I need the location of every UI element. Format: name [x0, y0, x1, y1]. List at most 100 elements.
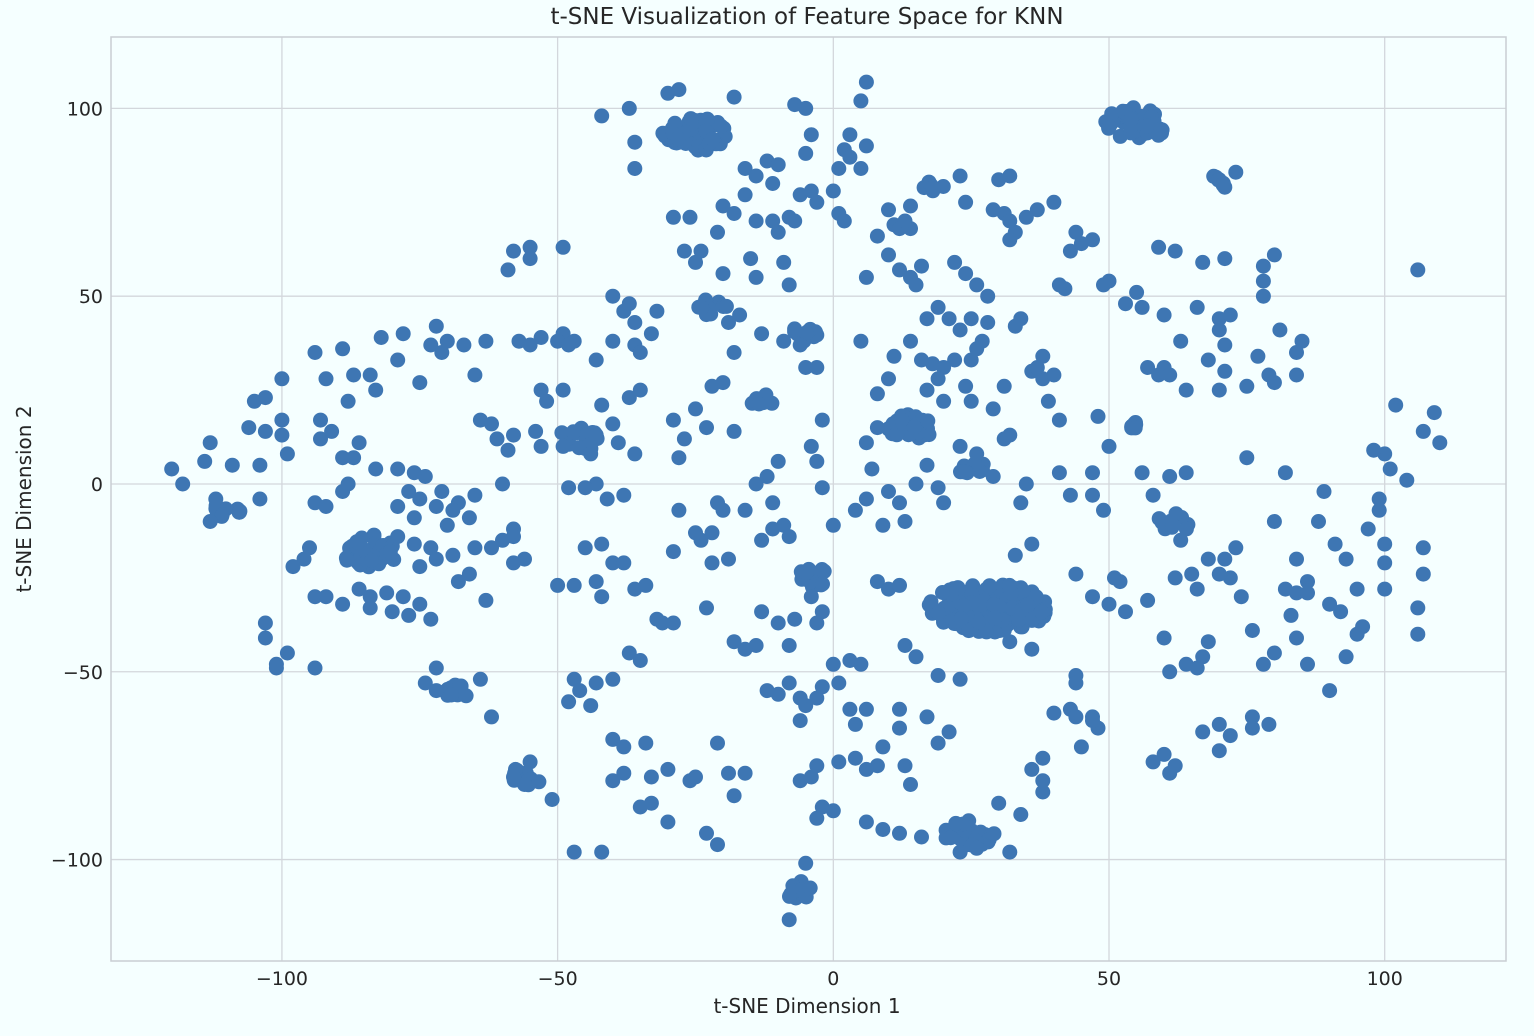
scatter-point [533, 330, 549, 345]
scatter-point [1007, 547, 1023, 563]
scatter-point [594, 108, 610, 124]
scatter-point [952, 671, 968, 687]
scatter-point [1104, 106, 1120, 122]
scatter-point [1096, 502, 1111, 518]
scatter-point [953, 611, 969, 627]
scatter-point [1211, 743, 1227, 759]
scatter-point [1167, 243, 1183, 259]
scatter-point [594, 844, 610, 860]
scatter-point [444, 687, 459, 703]
scatter-point [715, 198, 731, 214]
scatter-point [1277, 465, 1293, 481]
scatter-point [621, 645, 637, 661]
scatter-point [439, 517, 455, 533]
scatter-point [423, 337, 439, 353]
scatter-point [842, 701, 858, 717]
scatter-point [671, 82, 687, 98]
scatter-point [1211, 716, 1227, 732]
scatter-point [1035, 784, 1051, 800]
scatter-point [307, 660, 323, 676]
scatter-point [1029, 360, 1045, 375]
scatter-point [842, 127, 858, 143]
scatter-point [1410, 626, 1426, 642]
scatter-point [517, 777, 532, 792]
scatter-point [1300, 574, 1315, 590]
scatter-point [1189, 581, 1205, 597]
scatter-point [1162, 367, 1178, 383]
scatter-point [531, 774, 547, 790]
scatter-point [395, 326, 411, 342]
scatter-point [1189, 660, 1205, 676]
scatter-point [858, 435, 874, 451]
scatter-point [842, 653, 858, 668]
scatter-point [792, 690, 808, 706]
scatter-point [831, 161, 847, 176]
scatter-point [1217, 179, 1233, 195]
scatter-point [825, 656, 841, 672]
scatter-point [930, 668, 946, 683]
scatter-point [1360, 521, 1376, 537]
scatter-point [1002, 213, 1018, 229]
scatter-point [1051, 412, 1067, 428]
scatter-point [715, 502, 731, 518]
scatter-point [941, 724, 957, 740]
scatter-point [1013, 807, 1029, 822]
scatter-point [1266, 375, 1282, 391]
scatter-point [428, 660, 444, 676]
scatter-point [412, 559, 428, 575]
scatter-point [384, 604, 400, 620]
scatter-point [787, 611, 803, 627]
scatter-point [412, 596, 428, 612]
scatter-point [809, 360, 825, 375]
scatter-point [798, 360, 814, 375]
scatter-point [1211, 322, 1227, 338]
scatter-point [257, 630, 273, 646]
scatter-point [982, 578, 998, 594]
scatter-point [1289, 551, 1304, 567]
scatter-point [390, 352, 406, 368]
scatter-point [197, 453, 213, 469]
scatter-point [1410, 600, 1426, 616]
scatter-point [390, 499, 406, 514]
scatter-point [770, 453, 786, 469]
scatter-point [963, 311, 979, 327]
scatter-point [688, 254, 703, 270]
scatter-point [313, 412, 328, 428]
scatter-point [699, 420, 714, 436]
scatter-point [1145, 754, 1161, 770]
scatter-point [809, 453, 825, 469]
scatter-point [351, 581, 367, 597]
scatter-point [682, 209, 698, 225]
scatter-point [1333, 604, 1349, 620]
scatter-point [1139, 118, 1155, 134]
scatter-point [268, 660, 284, 676]
scatter-point [958, 266, 974, 282]
scatter-point [1266, 247, 1282, 263]
scatter-point [588, 574, 604, 590]
scatter-point [936, 495, 952, 511]
scatter-point [1018, 476, 1034, 492]
scatter-point [224, 457, 240, 473]
scatter-point [1046, 194, 1062, 210]
scatter-point [875, 822, 891, 837]
scatter-point [670, 131, 686, 147]
scatter-point [318, 371, 334, 387]
scatter-point [1338, 649, 1354, 665]
scatter-point [1349, 626, 1365, 642]
scatter-point [671, 450, 687, 466]
scatter-point [324, 423, 340, 439]
scatter-point [1222, 307, 1238, 323]
scatter-point [605, 333, 621, 349]
scatter-point [881, 202, 896, 218]
scatter-point [715, 266, 731, 282]
scatter-point [1371, 502, 1387, 518]
scatter-points [164, 74, 1448, 928]
scatter-point [164, 461, 180, 477]
scatter-point [847, 716, 863, 732]
scatter-point [814, 562, 830, 577]
scatter-point [362, 589, 378, 605]
scatter-point [1366, 442, 1382, 458]
scatter-point [881, 484, 896, 499]
scatter-point [1002, 232, 1018, 248]
scatter-point [869, 386, 885, 402]
